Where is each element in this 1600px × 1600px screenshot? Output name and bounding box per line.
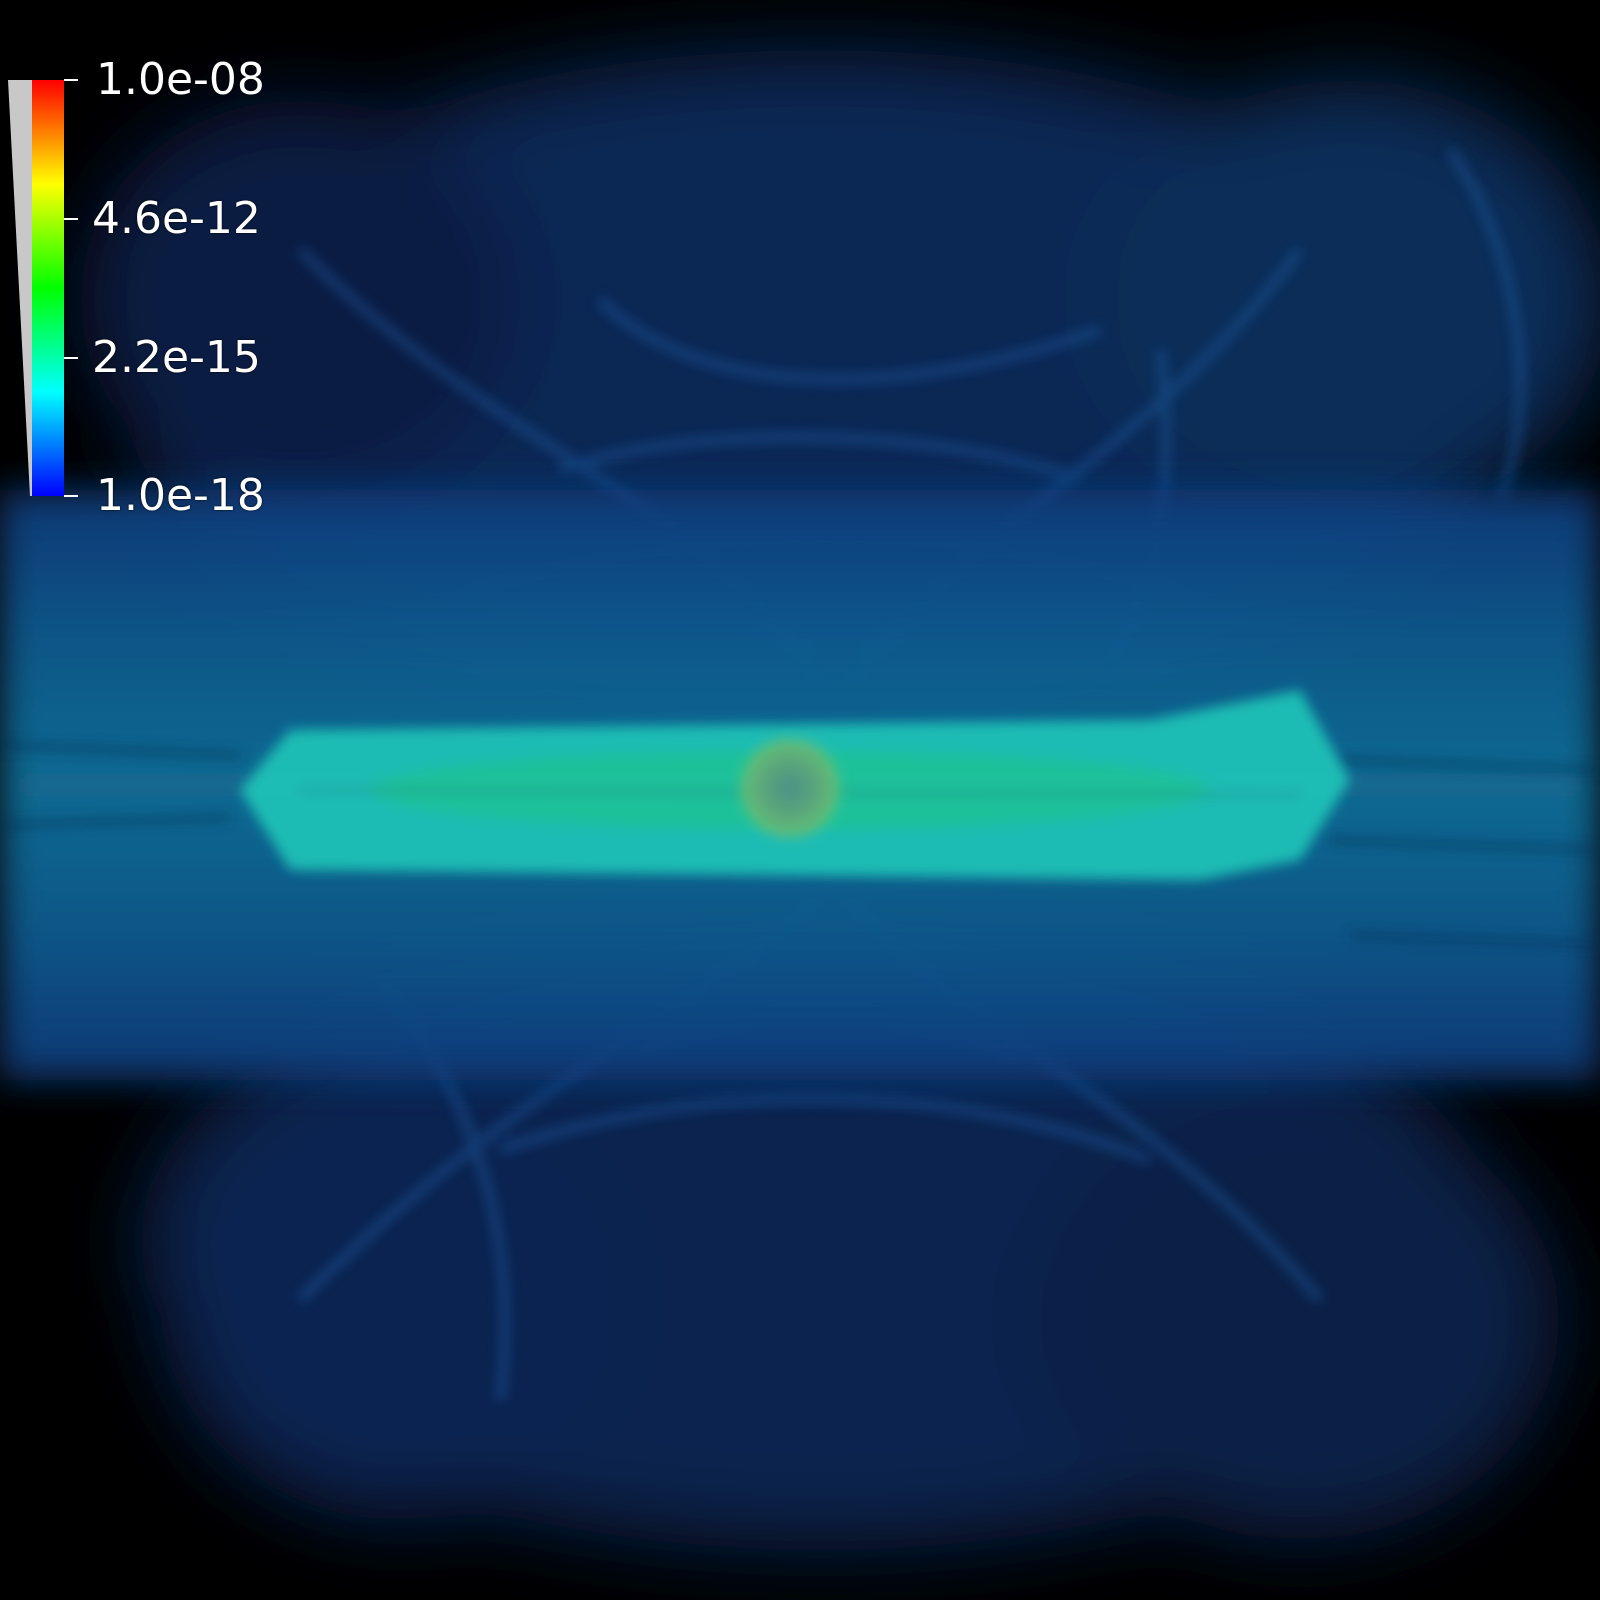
colorbar-tick-label-max: 1.0e-08 — [96, 58, 265, 102]
colorbar-gradient — [32, 80, 64, 496]
colorbar-tick-label-lower: 2.2e-15 — [92, 336, 261, 380]
colorbar-tick-label-upper: 4.6e-12 — [92, 197, 261, 241]
core — [740, 738, 840, 838]
colorbar-tick-label-min: 1.0e-18 — [96, 474, 265, 518]
opacity-ramp — [8, 80, 32, 496]
